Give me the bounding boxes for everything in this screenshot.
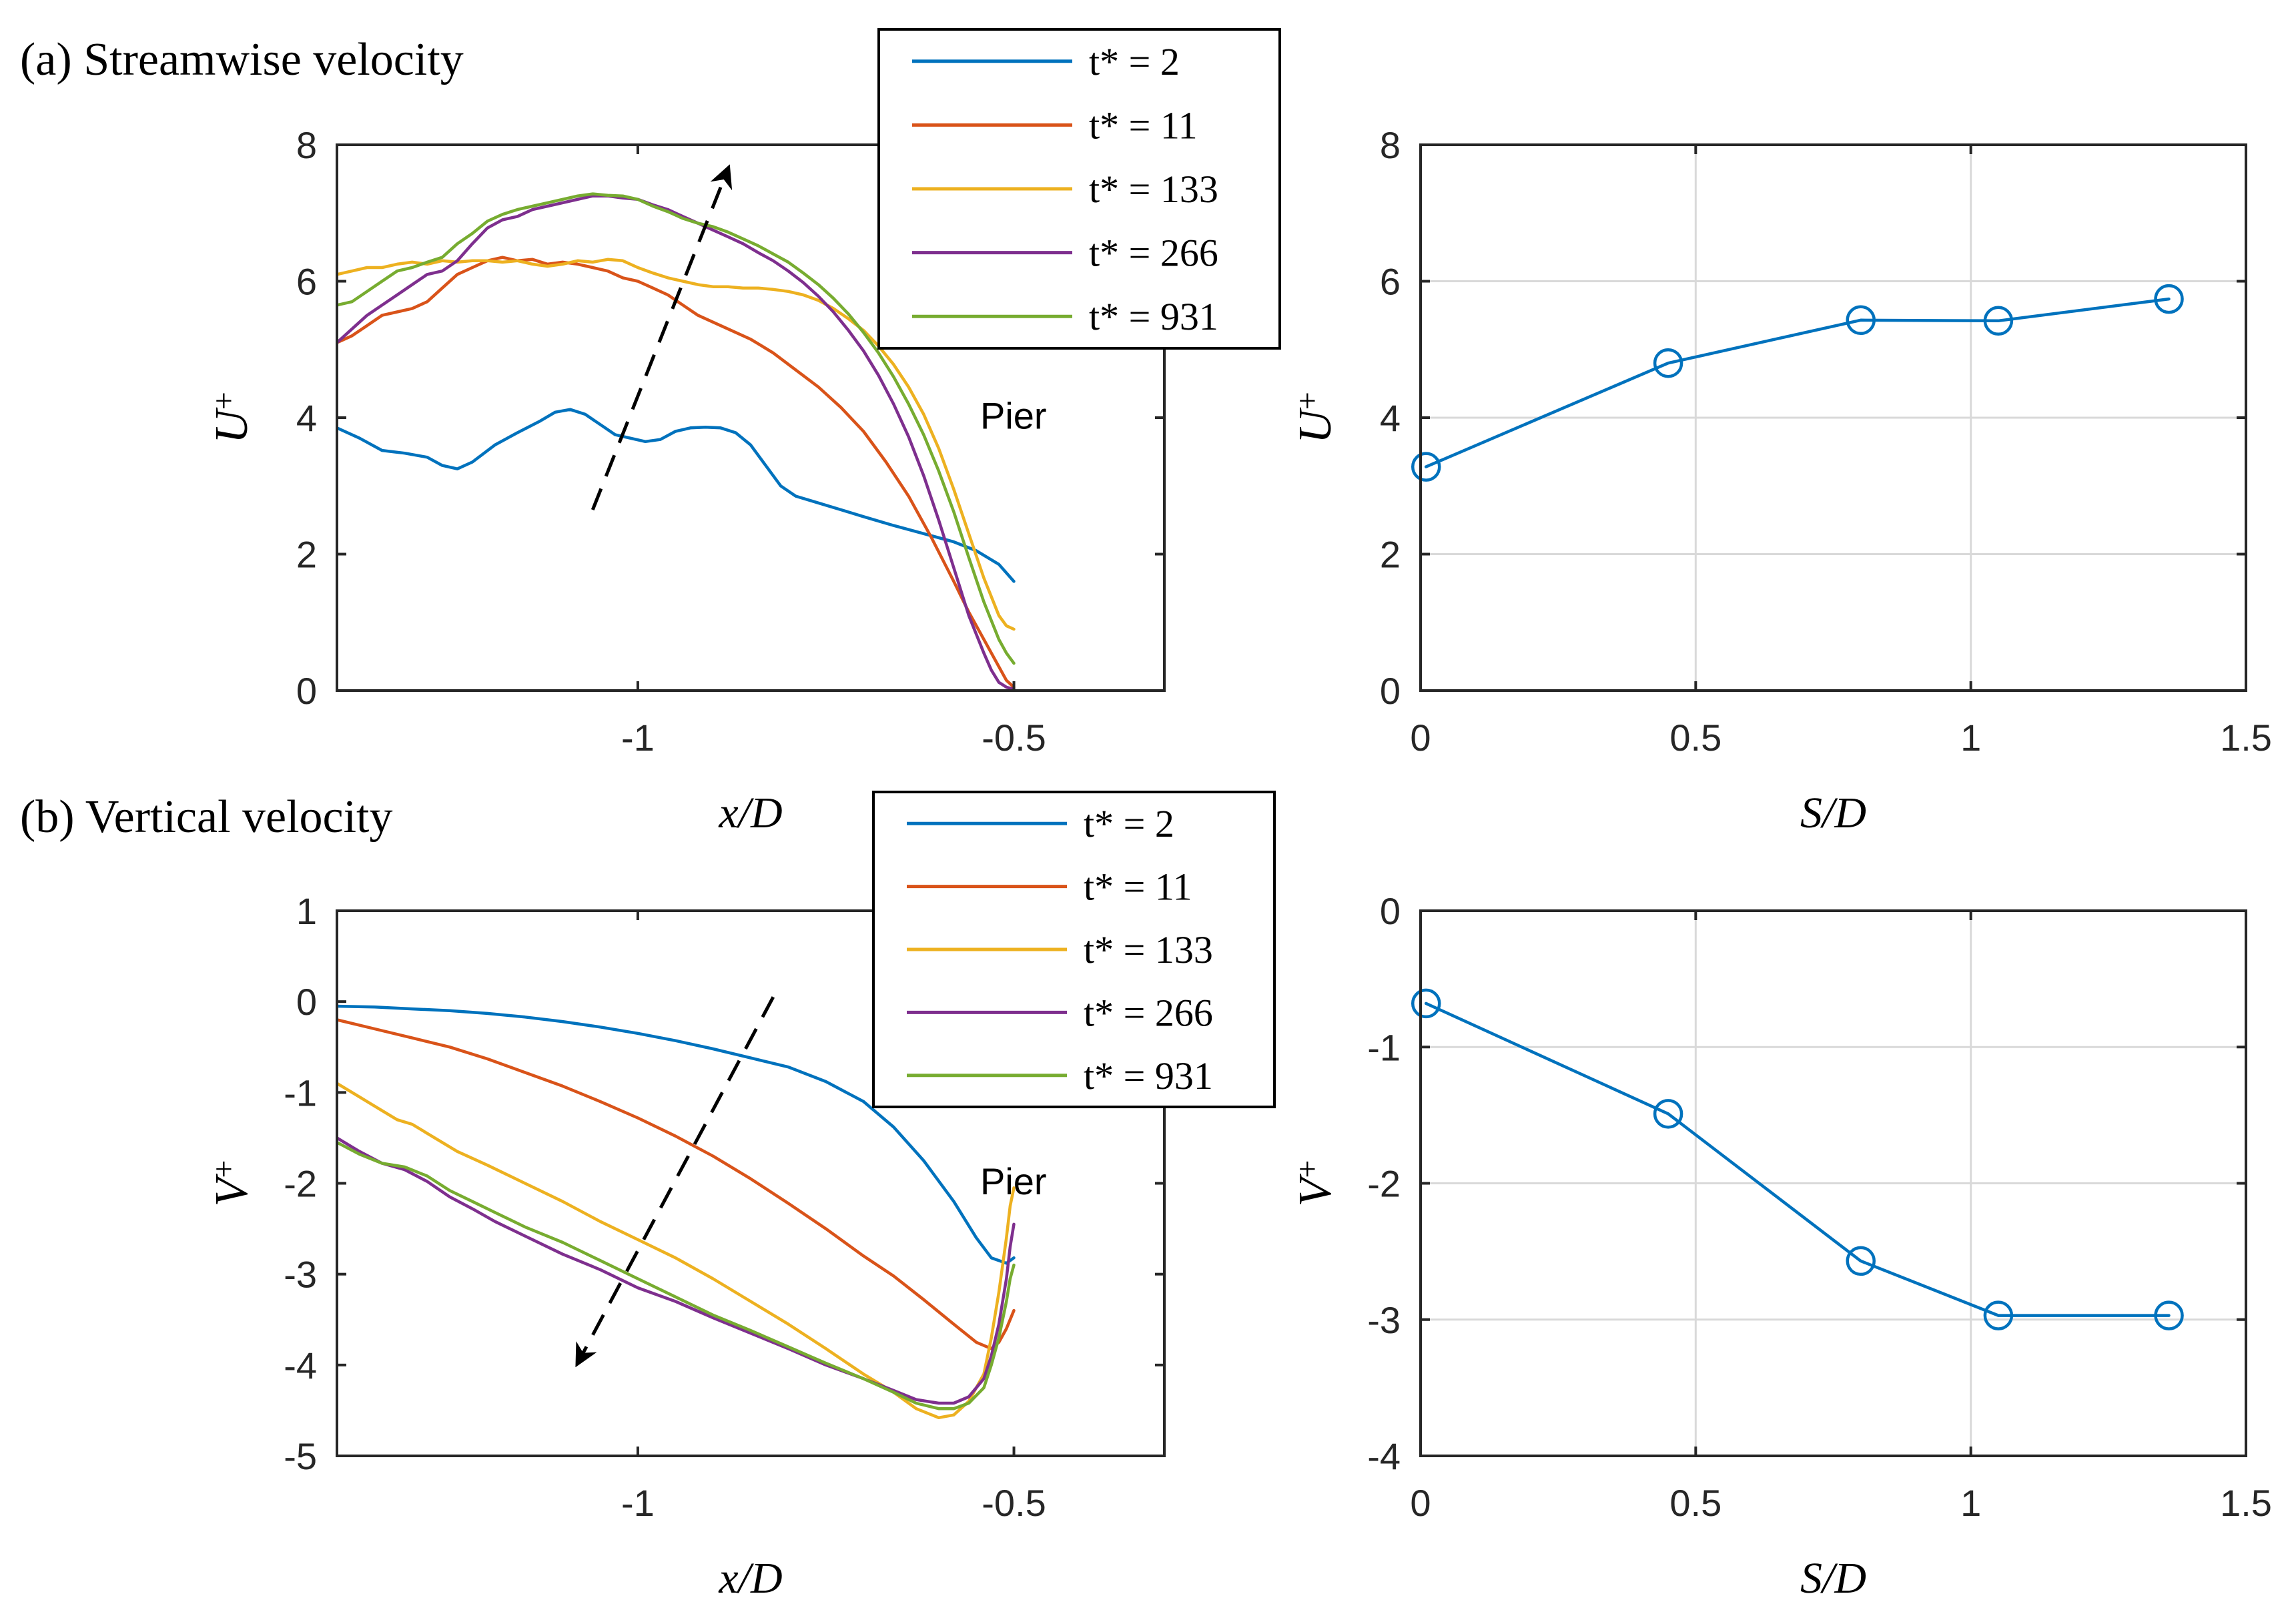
trend-arrow [591, 164, 733, 510]
y-tick-label: 8 [1380, 124, 1401, 166]
x-tick-label: 0 [1410, 1482, 1431, 1524]
x-axis-label: S/D [1800, 1554, 1866, 1603]
y-tick-label: -5 [284, 1435, 317, 1477]
y-tick-label: 4 [1380, 397, 1401, 439]
legend-label: t* = 11 [1084, 865, 1192, 909]
data-point [2154, 1300, 2184, 1330]
series-group [1424, 1001, 2171, 1317]
legend: t* = 2 t* = 11 t* = 133 t* = 266 t* = 931 [877, 28, 1281, 350]
y-axis-label: V+ [206, 1160, 258, 1207]
y-tick-label: -4 [284, 1344, 317, 1386]
pier-label: Pier [980, 394, 1047, 436]
legend-label: t* = 931 [1084, 1054, 1213, 1098]
y-tick-label: 4 [296, 397, 317, 439]
y-axis-label: U+ [206, 392, 258, 444]
y-tick-label: 0 [296, 670, 317, 712]
x-tick-label: 0.5 [1669, 717, 1721, 759]
y-tick-label: 0 [1380, 670, 1401, 712]
x-tick-label: 1 [1960, 1482, 1981, 1524]
legend-label: t* = 931 [1089, 295, 1218, 338]
y-tick-label: 0 [1380, 890, 1401, 932]
legend-label: t* = 133 [1089, 167, 1218, 211]
chart-a-right: 0 0.5 1 1.5 0 2 4 6 8 S/D U+ [1290, 124, 2272, 837]
y-tick-label: -2 [1367, 1163, 1401, 1205]
legend-label: t* = 266 [1089, 232, 1218, 275]
trend-arrow [575, 996, 775, 1368]
series-group [1424, 297, 2171, 468]
y-tick-label: 2 [296, 534, 317, 576]
y-tick-label: 2 [1380, 534, 1401, 576]
y-axis-label: U+ [1290, 392, 1341, 444]
y-tick-label: 1 [296, 890, 317, 932]
chart-a-left: (a) Streamwise velocity Pier -1 -0.5 0 2 4 6 8 x/… [20, 28, 1281, 837]
series-group [337, 192, 1016, 691]
y-tick-label: -1 [284, 1072, 317, 1114]
y-tick-label: 0 [296, 981, 317, 1023]
legend: t* = 2 t* = 11 t* = 133 t* = 266 t* = 931 [872, 791, 1276, 1108]
data-point [1983, 306, 2014, 336]
legend-label: t* = 11 [1089, 103, 1198, 147]
series-line-1 [1424, 297, 2171, 468]
series-line-3 [337, 258, 1016, 631]
chart-b-right: 0 0.5 1 1.5 -4 -3 -2 -1 0 S/D V+ [1290, 890, 2272, 1603]
y-tick-label: -3 [284, 1254, 317, 1296]
legend-label: t* = 133 [1084, 928, 1213, 971]
legend-label: t* = 266 [1084, 991, 1213, 1034]
panel-title: (a) Streamwise velocity [20, 34, 464, 85]
x-tick-label: 1 [1960, 717, 1981, 759]
data-point [2154, 284, 2184, 314]
panel-title: (b) Vertical velocity [20, 791, 393, 843]
series-line-2 [337, 256, 1016, 689]
y-tick-label: 6 [1380, 261, 1401, 303]
y-tick-label: -4 [1367, 1435, 1401, 1477]
data-point [1653, 348, 1683, 378]
y-tick-label: 8 [296, 124, 317, 166]
series-line-1 [337, 1004, 1016, 1265]
series-line-1 [337, 408, 1016, 583]
x-tick-label: 1.5 [2220, 717, 2272, 759]
y-tick-label: 6 [296, 261, 317, 303]
series-line-4 [337, 1136, 1016, 1405]
series-line-2 [337, 1018, 1016, 1350]
data-point [1411, 452, 1441, 482]
x-axis-label: x/D [718, 1554, 782, 1603]
series-line-1 [1424, 1001, 2171, 1317]
x-tick-label: -1 [621, 717, 655, 759]
data-point [1846, 305, 1876, 336]
series-line-3 [337, 1082, 1016, 1420]
legend-label: t* = 2 [1089, 40, 1180, 83]
x-tick-label: 0.5 [1669, 1482, 1721, 1524]
data-point [1411, 988, 1441, 1019]
legend-label: t* = 2 [1084, 802, 1174, 845]
data-point [1653, 1099, 1683, 1129]
y-tick-label: -3 [1367, 1299, 1401, 1341]
x-tick-label: -1 [621, 1482, 655, 1524]
data-point [1983, 1300, 2014, 1330]
x-tick-label: 1.5 [2220, 1482, 2272, 1524]
series-line-5 [337, 1140, 1016, 1410]
y-tick-label: -2 [284, 1163, 317, 1205]
y-tick-label: -1 [1367, 1026, 1401, 1068]
x-axis-label: S/D [1800, 789, 1866, 837]
x-tick-label: 0 [1410, 717, 1431, 759]
x-axis-label: x/D [718, 789, 782, 837]
y-axis-label: V+ [1290, 1160, 1341, 1207]
x-tick-label: -0.5 [982, 717, 1046, 759]
data-point [1846, 1246, 1876, 1276]
series-line-5 [337, 192, 1016, 665]
series-group [337, 1004, 1016, 1420]
x-tick-label: -0.5 [982, 1482, 1046, 1524]
